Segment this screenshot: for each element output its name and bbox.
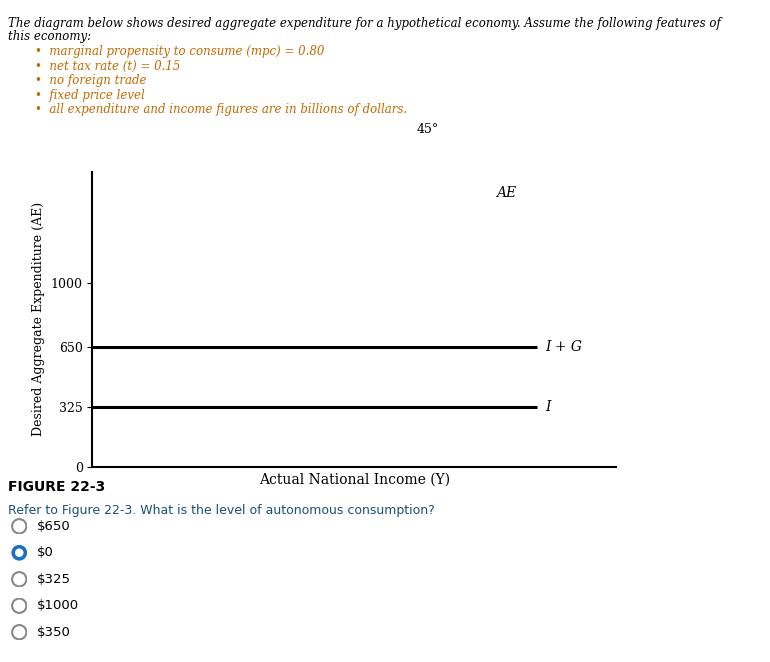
Text: •  no foreign trade: • no foreign trade bbox=[35, 74, 146, 87]
Text: •  net tax rate (t) = 0.15: • net tax rate (t) = 0.15 bbox=[35, 60, 180, 73]
Text: •  marginal propensity to consume (mpc) = 0.80: • marginal propensity to consume (mpc) =… bbox=[35, 45, 324, 58]
Text: •  fixed price level: • fixed price level bbox=[35, 89, 145, 102]
Text: FIGURE 22-3: FIGURE 22-3 bbox=[8, 480, 105, 494]
Circle shape bbox=[15, 549, 23, 556]
Text: $350: $350 bbox=[37, 626, 71, 639]
X-axis label: Actual National Income (Y): Actual National Income (Y) bbox=[259, 472, 450, 487]
Text: The diagram below shows desired aggregate expenditure for a hypothetical economy: The diagram below shows desired aggregat… bbox=[8, 17, 721, 30]
Text: AE: AE bbox=[496, 185, 516, 200]
Circle shape bbox=[12, 545, 26, 560]
Text: this economy:: this economy: bbox=[8, 30, 91, 43]
Text: $325: $325 bbox=[37, 573, 71, 586]
Text: $0: $0 bbox=[37, 546, 54, 559]
Text: 45°: 45° bbox=[417, 123, 439, 136]
Text: I + G: I + G bbox=[545, 340, 582, 354]
Text: $1000: $1000 bbox=[37, 599, 79, 612]
Text: •  all expenditure and income figures are in billions of dollars.: • all expenditure and income figures are… bbox=[35, 103, 407, 117]
Text: Refer to Figure 22-3. What is the level of autonomous consumption?: Refer to Figure 22-3. What is the level … bbox=[8, 504, 434, 518]
Y-axis label: Desired Aggregate Expenditure (AE): Desired Aggregate Expenditure (AE) bbox=[32, 203, 45, 436]
Text: $650: $650 bbox=[37, 520, 71, 533]
Text: I: I bbox=[545, 400, 551, 414]
